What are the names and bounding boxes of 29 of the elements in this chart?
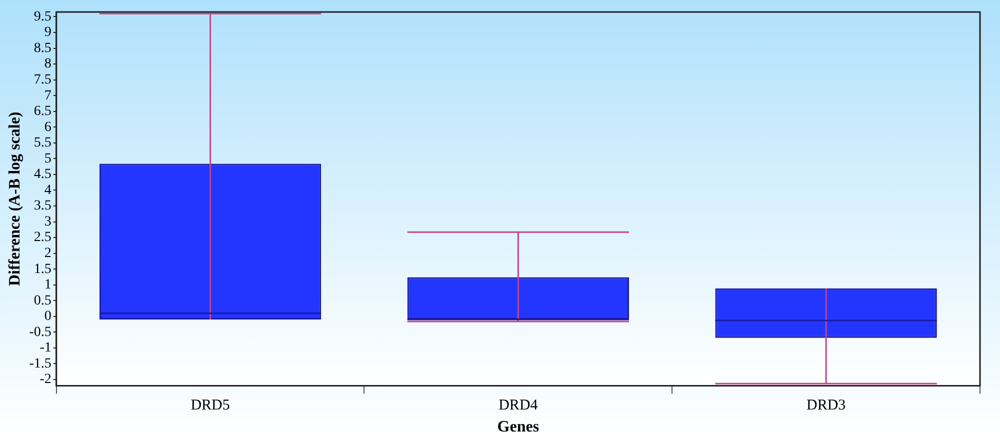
y-tick-label: 0.5 — [34, 293, 52, 308]
y-tick-label: 5.5 — [34, 136, 52, 151]
y-tick-label: 0 — [44, 309, 52, 324]
y-tick-label: -1.5 — [29, 356, 52, 372]
y-tick-label: 7 — [44, 88, 52, 104]
y-tick-label: 2.5 — [34, 230, 52, 246]
y-tick-label: 4.5 — [34, 167, 52, 182]
y-tick-label: 3.5 — [34, 198, 52, 214]
x-tick-label: DRD5 — [190, 398, 230, 414]
y-tick-label: 1.5 — [34, 262, 52, 277]
y-tick-label: 3 — [44, 214, 52, 230]
y-tick-label: 9 — [44, 25, 52, 40]
y-tick-label: -0.5 — [29, 324, 52, 340]
y-tick-label: -2 — [40, 372, 52, 388]
y-tick-label: 5 — [44, 151, 52, 166]
y-tick-label: 7.5 — [34, 72, 52, 88]
y-tick-label: 8 — [44, 56, 52, 72]
x-axis-title: Genes — [497, 418, 540, 436]
y-tick-label: 6.5 — [34, 104, 52, 120]
y-tick-label: -1 — [40, 340, 52, 356]
y-tick-label: 6 — [44, 120, 52, 135]
y-tick-label: 8.5 — [34, 40, 52, 56]
y-axis-title: Difference (A-B log scale) — [6, 112, 24, 286]
x-tick-label: DRD4 — [498, 398, 538, 414]
y-tick-label: 9.5 — [34, 9, 52, 24]
y-tick-label: 1 — [44, 278, 52, 293]
y-tick-label: 2 — [44, 246, 52, 261]
x-tick-label: DRD3 — [806, 398, 846, 414]
y-tick-label: 4 — [44, 182, 52, 198]
